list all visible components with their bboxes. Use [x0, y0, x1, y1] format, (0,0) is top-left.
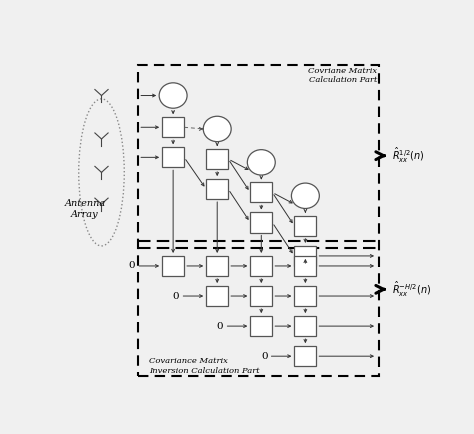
- Text: Covariance Matrix
Inversion Calculation Part: Covariance Matrix Inversion Calculation …: [149, 357, 260, 375]
- Bar: [294, 256, 317, 276]
- Text: 0: 0: [173, 292, 179, 300]
- Bar: [294, 346, 317, 366]
- Bar: [250, 213, 272, 233]
- Bar: [250, 182, 272, 202]
- Text: Covriane Matrix
Calculation Part: Covriane Matrix Calculation Part: [308, 67, 377, 84]
- Text: 0: 0: [128, 261, 135, 270]
- Text: 0: 0: [217, 322, 223, 331]
- Bar: [294, 216, 317, 236]
- Bar: [250, 286, 272, 306]
- Circle shape: [203, 116, 231, 141]
- Bar: [206, 256, 228, 276]
- Bar: [162, 147, 184, 168]
- Bar: [206, 179, 228, 199]
- Circle shape: [292, 183, 319, 208]
- Bar: [294, 246, 317, 266]
- Bar: [294, 316, 317, 336]
- Bar: [206, 149, 228, 169]
- Circle shape: [159, 83, 187, 108]
- Text: Antenna
Array: Antenna Array: [64, 199, 106, 219]
- Bar: [250, 316, 272, 336]
- Text: $\hat{R}_{xx}^{1/2}(n)$: $\hat{R}_{xx}^{1/2}(n)$: [392, 146, 425, 165]
- Bar: [294, 286, 317, 306]
- Bar: [206, 286, 228, 306]
- Bar: [162, 117, 184, 137]
- Bar: [250, 256, 272, 276]
- Text: $\hat{R}_{xx}^{-H/2}(n)$: $\hat{R}_{xx}^{-H/2}(n)$: [392, 280, 431, 299]
- Text: 0: 0: [261, 352, 267, 361]
- Circle shape: [247, 150, 275, 175]
- Bar: [162, 256, 184, 276]
